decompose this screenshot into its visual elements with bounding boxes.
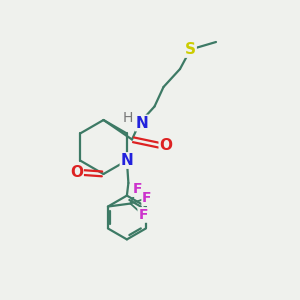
Text: F: F <box>142 191 152 205</box>
Text: N: N <box>136 116 148 130</box>
Text: F: F <box>132 182 142 196</box>
Text: O: O <box>159 138 172 153</box>
Text: N: N <box>121 153 133 168</box>
Text: O: O <box>70 165 83 180</box>
Text: S: S <box>185 42 196 57</box>
Text: H: H <box>122 112 133 125</box>
Text: F: F <box>138 208 148 222</box>
